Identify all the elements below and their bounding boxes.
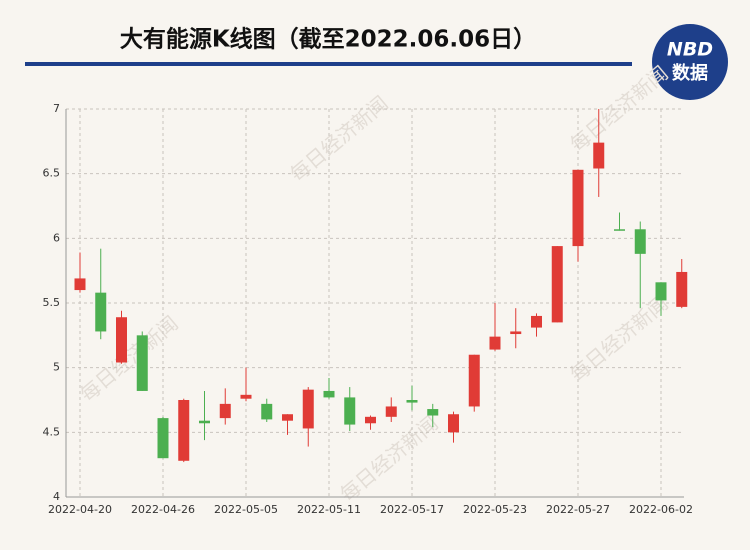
logo	[652, 24, 728, 100]
candle-body	[468, 354, 480, 407]
candle-body	[572, 169, 584, 247]
x-tick-label: 2022-06-02	[629, 503, 693, 516]
candle-body	[655, 282, 667, 301]
candle-body	[157, 418, 169, 459]
y-tick-label: 5	[53, 361, 60, 374]
x-tick-label: 2022-05-23	[463, 503, 527, 516]
candle-body	[406, 400, 418, 403]
candle-body	[219, 403, 231, 419]
candle-body	[302, 389, 314, 429]
candle-body	[427, 409, 439, 416]
y-tick-label: 7	[53, 102, 60, 115]
candle-body	[261, 403, 273, 420]
y-tick-label: 6.5	[43, 167, 61, 180]
x-tick-label: 2022-05-17	[380, 503, 444, 516]
y-tick-label: 4.5	[43, 425, 61, 438]
candle-body	[614, 229, 625, 231]
title-rule	[25, 62, 632, 66]
candle-body	[323, 390, 335, 398]
candle-body	[510, 331, 522, 335]
candle-body	[551, 246, 563, 323]
candle-body	[199, 420, 210, 424]
x-tick-label: 2022-05-11	[297, 503, 361, 516]
candle-body	[116, 317, 127, 363]
candle-body	[240, 394, 252, 399]
candle-body	[489, 336, 501, 350]
candle-body	[74, 278, 86, 291]
candle-body	[676, 271, 688, 307]
candle-body	[531, 315, 542, 328]
candle-body	[593, 142, 605, 169]
y-tick-label: 4	[53, 490, 60, 503]
x-tick-label: 2022-04-20	[48, 503, 112, 516]
chart-title: 大有能源K线图（截至2022.06.06日）	[120, 26, 536, 53]
y-tick-label: 5.5	[43, 296, 61, 309]
x-tick-label: 2022-05-05	[214, 503, 278, 516]
candle-body	[95, 292, 107, 332]
logo-bottom: 数据	[672, 62, 708, 84]
candle-body	[178, 400, 190, 461]
x-tick-label: 2022-04-26	[131, 503, 195, 516]
candle-body	[385, 406, 397, 417]
x-tick-label: 2022-05-27	[546, 503, 610, 516]
candle-body	[448, 414, 459, 433]
candle-body	[136, 335, 148, 391]
logo-top: NBD	[667, 39, 713, 61]
y-tick-label: 6	[53, 231, 60, 244]
candle-body	[282, 414, 293, 421]
candle-body	[344, 397, 356, 425]
candle-body	[365, 416, 376, 424]
candle-body	[634, 229, 646, 254]
